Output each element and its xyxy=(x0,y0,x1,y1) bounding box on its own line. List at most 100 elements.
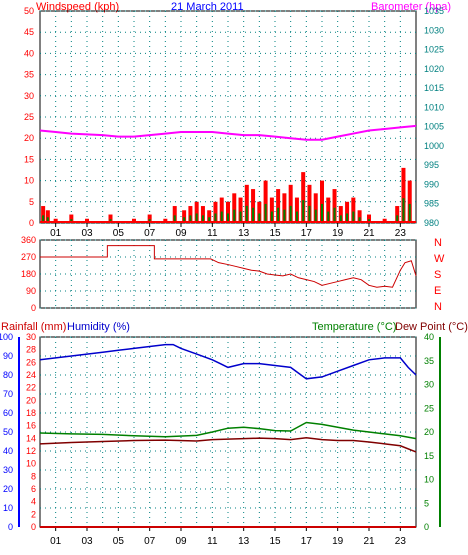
wind-gust-bar xyxy=(219,197,224,223)
wind-direction-line xyxy=(40,245,417,288)
barometer-axis-title: Barometer (hpa) xyxy=(371,1,451,13)
wind-average-bar xyxy=(408,203,411,223)
wind-gust-bar xyxy=(276,189,281,223)
wind-average-bar xyxy=(42,215,45,223)
hour-tick-label: 05 xyxy=(113,228,125,239)
humidity-tick-label: 10 xyxy=(3,503,13,513)
hour-tick-label: 17 xyxy=(301,228,313,239)
wind-average-bar xyxy=(302,200,305,223)
barometer-tick-label: 980 xyxy=(424,218,439,228)
wind-speed-bars xyxy=(40,167,416,223)
wind-average-bar xyxy=(277,207,280,223)
windspeed-tick-label: 30 xyxy=(24,91,34,101)
compass-point-label: W xyxy=(434,253,445,265)
wind-average-bar xyxy=(270,211,273,223)
hour-tick-label: 21 xyxy=(363,228,375,239)
hour-tick-label: 19 xyxy=(332,228,344,239)
wind-gust-bar xyxy=(307,184,312,223)
barometer-line xyxy=(39,124,417,141)
wind-average-bar xyxy=(252,207,255,223)
wind-gust-bar xyxy=(132,218,136,223)
grid-lines xyxy=(40,10,416,528)
windspeed-tick-label: 50 xyxy=(24,6,34,16)
wind-average-bar xyxy=(321,203,323,223)
windspeed-axis-title: Windspeed (kph) xyxy=(36,1,119,13)
hour-tick-label: 07 xyxy=(144,536,156,547)
temperature-tick-label: 15 xyxy=(424,451,434,461)
rainfall-tick-label: 2 xyxy=(31,509,36,519)
temperature-tick-label: 25 xyxy=(424,403,434,413)
hour-tick-label: 09 xyxy=(175,228,187,239)
temperature-tick-label: 35 xyxy=(424,356,434,366)
wind-average-bar xyxy=(295,211,298,223)
rainfall-tick-label: 28 xyxy=(26,345,36,355)
hour-tick-label: 23 xyxy=(395,536,407,547)
hour-tick-label: 05 xyxy=(113,536,125,547)
wind-gust-bar xyxy=(188,206,193,223)
wind-gust-bar xyxy=(45,210,50,223)
windspeed-tick-label: 35 xyxy=(24,70,34,80)
rainfall-tick-label: 30 xyxy=(26,332,36,342)
barometer-tick-label: 1015 xyxy=(424,83,444,93)
hour-tick-label: 13 xyxy=(238,536,250,547)
wind-average-bar xyxy=(258,213,261,223)
wind-gust-bar xyxy=(244,184,249,223)
wind-gust-bar xyxy=(357,210,362,223)
hour-tick-label: 11 xyxy=(207,536,218,547)
wind-average-bar xyxy=(358,217,361,223)
humidity-tick-label: 50 xyxy=(3,427,13,437)
dew-point-axis-title: Dew Point (°C) xyxy=(395,321,468,333)
hour-tick-label: 19 xyxy=(332,536,344,547)
wind-gust-bar xyxy=(251,189,256,223)
direction-degree-label: 90 xyxy=(26,286,36,296)
temperature-tick-label: 10 xyxy=(424,475,434,485)
barometer-tick-label: 990 xyxy=(424,179,439,189)
wind-average-bar xyxy=(333,207,336,223)
wind-gust-bar xyxy=(147,214,152,223)
humidity-line xyxy=(39,343,417,380)
wind-average-bar xyxy=(233,209,236,223)
temperature-tick-label: 5 xyxy=(424,498,429,508)
temperature-line xyxy=(39,421,417,440)
rainfall-tick-label: 22 xyxy=(26,383,36,393)
barometer-tick-label: 1000 xyxy=(424,141,444,151)
wind-average-bar xyxy=(201,215,204,223)
rainfall-tick-label: 14 xyxy=(26,433,36,443)
rainfall-tick-label: 24 xyxy=(26,370,36,380)
humidity-tick-label: 80 xyxy=(3,370,13,380)
wind-gust-bar xyxy=(53,218,58,223)
temperature-tick-label: 30 xyxy=(424,380,434,390)
wind-gust-bar xyxy=(207,210,212,223)
wind-gust-bar xyxy=(163,218,168,223)
wind-gust-bar xyxy=(395,206,400,223)
hour-tick-label: 23 xyxy=(395,228,407,239)
wind-gust-bar xyxy=(382,218,387,223)
wind-average-bar xyxy=(183,217,186,223)
wind-average-bar xyxy=(189,215,192,223)
barometer-tick-label: 1025 xyxy=(424,45,444,55)
rainfall-tick-label: 6 xyxy=(31,484,36,494)
wind-gust-bar xyxy=(172,206,177,223)
hour-tick-label: 01 xyxy=(50,536,62,547)
barometer-tick-label: 1010 xyxy=(424,102,444,112)
wind-gust-bar xyxy=(263,180,268,223)
compass-point-label: S xyxy=(434,269,441,281)
wind-average-bar xyxy=(314,209,317,223)
temperature-tick-label: 0 xyxy=(424,522,429,532)
wind-gust-bar xyxy=(232,193,237,223)
hour-tick-label: 09 xyxy=(175,536,187,547)
wind-average-bar xyxy=(402,198,405,223)
wind-gust-bar xyxy=(367,214,371,223)
wind-gust-bar xyxy=(238,197,243,223)
direction-degree-label: 270 xyxy=(21,252,36,262)
wind-gust-bar xyxy=(213,201,218,223)
wind-average-bar xyxy=(214,213,217,223)
wind-average-bar xyxy=(220,211,223,223)
barometer-tick-label: 1035 xyxy=(424,6,444,16)
windspeed-tick-label: 25 xyxy=(24,112,34,122)
wind-average-bar xyxy=(208,217,211,223)
wind-average-bar xyxy=(245,205,248,223)
wind-gust-bar xyxy=(194,201,199,223)
humidity-tick-label: 60 xyxy=(3,408,13,418)
